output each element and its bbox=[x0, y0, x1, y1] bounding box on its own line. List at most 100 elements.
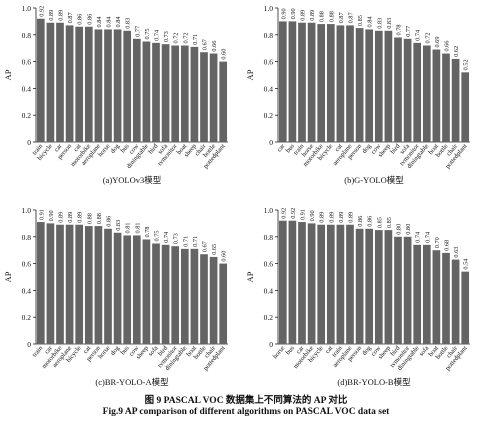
chart-4-bar bbox=[365, 228, 374, 344]
chart-2-category-label: bus bbox=[285, 142, 297, 154]
chart-2-category-label: car bbox=[276, 142, 287, 153]
chart-1-bar bbox=[36, 18, 45, 142]
chart-4-value-label: 0.85 bbox=[386, 217, 393, 228]
chart-3-bar bbox=[161, 244, 170, 344]
chart-3-value-label: 0.71 bbox=[182, 236, 189, 247]
chart-4-bar bbox=[307, 223, 316, 344]
chart-2-value-label: 0.66 bbox=[444, 41, 451, 52]
chart-3-bar bbox=[56, 224, 64, 344]
chart-3-bar bbox=[75, 224, 84, 344]
chart-3-bar bbox=[200, 254, 208, 344]
chart-4-value-label: 0.89 bbox=[328, 212, 335, 223]
chart-4-bar bbox=[326, 224, 335, 344]
chart-3-bar bbox=[36, 222, 45, 344]
chart-3-value-label: 0.91 bbox=[38, 209, 45, 220]
chart-2-bar bbox=[288, 21, 297, 142]
chart-2-value-label: 0.89 bbox=[300, 10, 307, 21]
chart-4-bar bbox=[413, 244, 422, 344]
chart-1-value-label: 0.89 bbox=[58, 10, 65, 21]
chart-4-y-axis-title: AP bbox=[245, 271, 255, 282]
chart-1-bar bbox=[84, 26, 93, 142]
chart-4-bar bbox=[461, 271, 470, 344]
chart-3-category-label: bus bbox=[119, 344, 131, 356]
chart-1-value-label: 0.77 bbox=[134, 26, 141, 37]
chart-3-category-label: cat bbox=[82, 345, 92, 356]
chart-1-bar bbox=[46, 22, 55, 143]
chart-3-value-label: 0.89 bbox=[58, 212, 65, 223]
chart-1-bar bbox=[56, 22, 64, 143]
chart-1-category-label: car bbox=[53, 142, 64, 153]
chart-4-value-label: 0.80 bbox=[396, 224, 403, 235]
chart-4-value-label: 0.92 bbox=[290, 208, 297, 219]
chart-3-y-tick-label: 0.6 bbox=[22, 260, 32, 269]
chart-4-value-label: 0.63 bbox=[453, 247, 460, 258]
chart-3-bar bbox=[190, 248, 199, 344]
chart-4-category-label: car bbox=[295, 344, 306, 355]
chart-3-value-label: 0.75 bbox=[154, 230, 161, 241]
chart-4-value-label: 0.70 bbox=[434, 237, 441, 248]
chart-3-bar bbox=[209, 256, 218, 344]
chart-2-value-label: 0.83 bbox=[376, 18, 383, 29]
chart-3-bar bbox=[94, 226, 103, 344]
chart-4-value-label: 0.91 bbox=[300, 209, 307, 220]
chart-1-bar bbox=[113, 29, 122, 142]
chart-1-bar bbox=[209, 53, 218, 143]
chart-2-bar bbox=[346, 25, 354, 143]
chart-2-value-label: 0.89 bbox=[309, 10, 316, 21]
chart-3-bar bbox=[84, 226, 93, 344]
chart-4-bar bbox=[288, 220, 297, 344]
chart-1-subtitle: (a)YOLOv3模型 bbox=[103, 175, 162, 185]
chart-4-y-tick-label: 0.2 bbox=[264, 313, 274, 322]
chart-3-value-label: 0.67 bbox=[202, 241, 209, 252]
chart-4-value-label: 0.74 bbox=[424, 231, 431, 243]
chart-1-bar bbox=[161, 44, 170, 142]
chart-2-bar bbox=[365, 29, 374, 142]
chart-2-bar bbox=[384, 30, 393, 143]
figure-caption-zh: 图 9 PASCAL VOC 数据集上不同算法的 AP 对比 bbox=[144, 396, 348, 406]
chart-4-category-label: cat bbox=[324, 345, 334, 356]
chart-2-subtitle: (b)G-YOLO模型 bbox=[344, 175, 404, 185]
chart-2-bar bbox=[451, 58, 460, 142]
chart-4-bar bbox=[278, 220, 287, 344]
chart-1-category-label: cat bbox=[72, 143, 82, 154]
chart-1-value-label: 0.84 bbox=[96, 16, 103, 28]
chart-4-value-label: 0.74 bbox=[415, 231, 422, 243]
chart-4-bar bbox=[374, 230, 383, 344]
chart-1-value-label: 0.84 bbox=[115, 16, 122, 28]
chart-1-value-label: 0.89 bbox=[48, 10, 55, 21]
chart-3-y-tick-label: 0.4 bbox=[22, 286, 32, 295]
chart-2-value-label: 0.85 bbox=[357, 15, 364, 26]
chart-1-y-tick-label: 0.2 bbox=[22, 111, 32, 120]
chart-1-value-label: 0.71 bbox=[192, 34, 199, 45]
chart-1-bar bbox=[142, 41, 151, 142]
chart-1-category-label: bus bbox=[119, 142, 131, 154]
chart-3-value-label: 0.88 bbox=[86, 213, 93, 224]
chart-3-value-label: 0.71 bbox=[192, 236, 199, 247]
chart-1-value-label: 0.86 bbox=[86, 14, 93, 25]
chart-2-category-label: cat bbox=[334, 143, 344, 154]
chart-4-bar bbox=[317, 224, 326, 344]
chart-4-y-tick-label: 0.6 bbox=[264, 260, 274, 269]
chart-2-bar bbox=[422, 45, 431, 142]
chart-2-value-label: 0.87 bbox=[338, 12, 345, 23]
chart-1-value-label: 0.72 bbox=[173, 32, 180, 43]
chart-2-value-label: 0.78 bbox=[396, 24, 403, 35]
chart-2-bar bbox=[278, 21, 287, 142]
chart-2-value-label: 0.83 bbox=[386, 18, 393, 29]
chart-4-bar bbox=[442, 252, 450, 344]
chart-1-value-label: 0.87 bbox=[67, 12, 74, 23]
chart-3-bar bbox=[180, 248, 189, 344]
chart-2-y-tick-label: 1.0 bbox=[264, 4, 274, 13]
chart-3-value-label: 0.78 bbox=[144, 226, 151, 237]
chart-3-value-label: 0.65 bbox=[211, 244, 218, 255]
chart-2-value-label: 0.84 bbox=[367, 16, 374, 28]
chart-4-subtitle: (d)BR-YOLO-B模型 bbox=[337, 377, 411, 387]
chart-3-bar bbox=[219, 263, 228, 344]
chart-1-bar bbox=[123, 30, 132, 143]
chart-2-bar bbox=[413, 42, 422, 143]
chart-4-value-label: 0.68 bbox=[444, 240, 451, 251]
chart-1-bar bbox=[180, 45, 189, 142]
chart-2-bar bbox=[394, 37, 402, 143]
chart-2-y-tick-label: 0.4 bbox=[264, 84, 274, 93]
